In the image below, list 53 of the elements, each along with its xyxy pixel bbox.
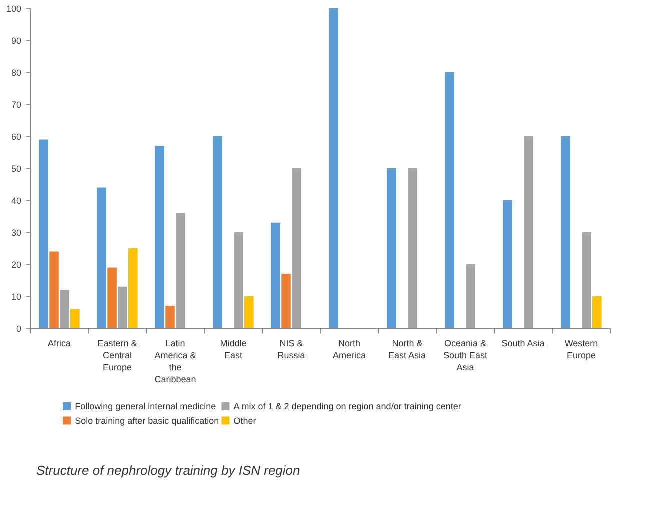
bar xyxy=(128,248,138,328)
x-tick-label: Western Europe xyxy=(564,338,598,360)
x-tick-label: South Asia xyxy=(502,338,545,348)
x-tick-label: Latin America & the Caribbean xyxy=(154,338,196,384)
bar xyxy=(39,140,48,328)
bar xyxy=(387,168,396,328)
y-tick-label: 30 xyxy=(11,228,22,238)
y-tick-label: 20 xyxy=(11,260,22,270)
bar xyxy=(561,136,570,328)
x-tick-label: Middle East xyxy=(220,338,247,360)
bar xyxy=(524,136,534,328)
y-tick-label: 90 xyxy=(11,36,22,46)
bar xyxy=(466,264,476,328)
y-tick-label: 100 xyxy=(6,4,22,14)
bar xyxy=(176,213,186,328)
x-tick-label: Africa xyxy=(48,338,72,348)
bar xyxy=(503,200,512,328)
bar xyxy=(50,252,59,328)
bar xyxy=(271,222,280,328)
bar xyxy=(292,168,302,328)
legend-label: A mix of 1 & 2 depending on region and/or training center xyxy=(234,402,462,412)
x-tick-label: Oceania & South East Asia xyxy=(443,338,488,372)
bar xyxy=(582,232,592,328)
bar xyxy=(60,290,70,328)
bar xyxy=(234,232,244,328)
bar xyxy=(155,146,164,328)
legend-label: Following general internal medicine xyxy=(75,402,216,412)
bar xyxy=(108,268,117,328)
x-tick-label: North America xyxy=(332,338,366,360)
x-tick-label: North & East Asia xyxy=(388,338,426,360)
bar xyxy=(244,296,254,328)
bar xyxy=(213,136,222,328)
bar xyxy=(408,168,418,328)
legend-label: Other xyxy=(234,416,256,426)
legend-label: Solo training after basic qualification xyxy=(75,416,220,426)
bar xyxy=(97,188,106,328)
y-tick-label: 80 xyxy=(11,68,22,78)
bar xyxy=(118,286,128,328)
y-tick-label: 0 xyxy=(16,324,22,334)
bar xyxy=(445,72,454,328)
y-tick-label: 50 xyxy=(11,164,22,174)
y-tick-label: 10 xyxy=(11,292,22,302)
bar xyxy=(70,309,80,328)
bar xyxy=(166,306,175,328)
x-tick-label: NIS & Russia xyxy=(278,338,306,360)
bar xyxy=(282,274,291,328)
text: Structure of nephrology training by ISN region xyxy=(36,462,300,478)
bar xyxy=(329,8,338,328)
y-tick-label: 60 xyxy=(11,132,22,142)
y-tick-label: 40 xyxy=(11,196,22,206)
y-tick-label: 70 xyxy=(11,100,22,110)
x-tick-label: Eastern & Central Europe xyxy=(98,338,138,372)
bar xyxy=(592,296,602,328)
